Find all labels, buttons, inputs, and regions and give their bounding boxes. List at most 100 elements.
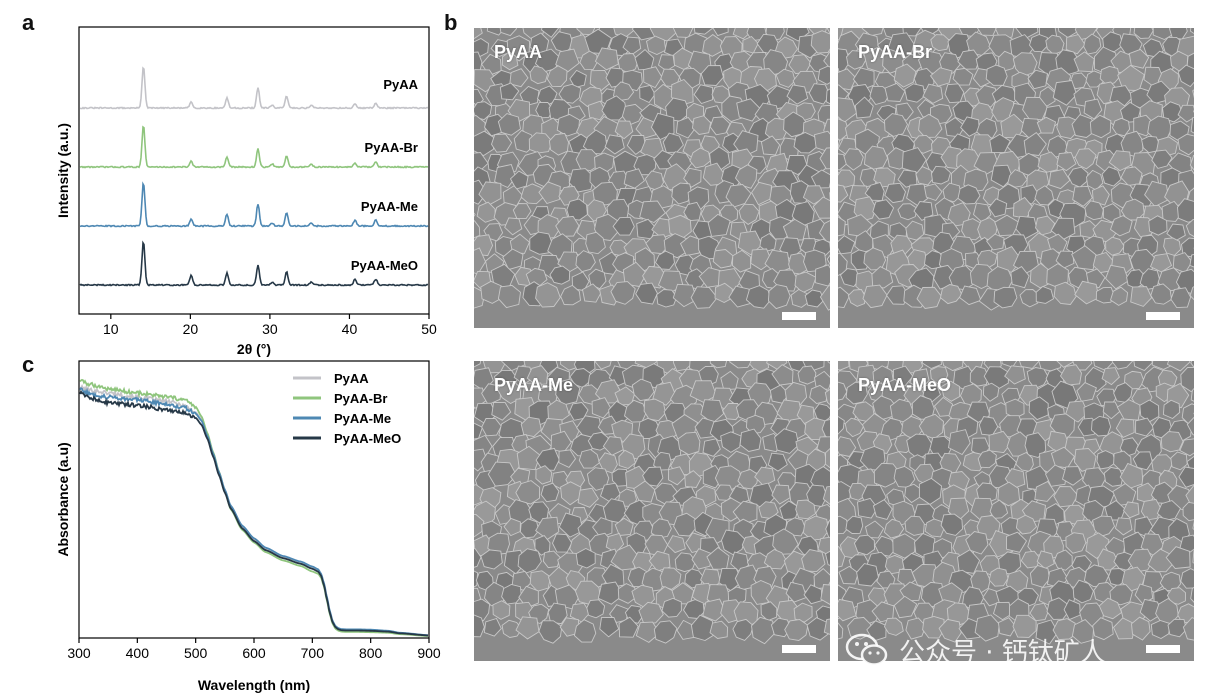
xrd-series-label: PyAA-MeO (351, 258, 418, 273)
grain (1112, 617, 1137, 640)
grain (1132, 451, 1153, 471)
grain (1185, 484, 1194, 508)
grain (838, 381, 848, 401)
grain (751, 616, 775, 645)
grain (1150, 283, 1173, 305)
grain (989, 499, 1009, 519)
grain (474, 514, 485, 538)
grain (838, 546, 846, 568)
grain (838, 68, 857, 91)
grain (1179, 438, 1194, 457)
grain (614, 517, 634, 536)
grain (538, 181, 561, 205)
x-axis-label: Wavelength (nm) (198, 677, 310, 693)
grain (825, 519, 830, 540)
grain (587, 100, 607, 121)
grain (618, 616, 639, 638)
sem-grain-texture (838, 361, 1194, 645)
grain (1074, 148, 1097, 170)
grain (546, 65, 568, 87)
grain (838, 598, 857, 622)
grain (893, 465, 916, 488)
grain (985, 64, 1008, 86)
grain (769, 384, 790, 404)
grain (975, 84, 998, 108)
sem-grain-texture (474, 28, 830, 311)
grain (684, 568, 705, 589)
grain (819, 147, 830, 170)
grain (501, 51, 519, 71)
grain (1102, 203, 1121, 223)
grain (767, 452, 788, 472)
grain (795, 499, 816, 520)
grain (626, 135, 646, 155)
grain (497, 284, 521, 309)
grain (509, 68, 529, 88)
grain (1065, 34, 1086, 55)
grain (1073, 51, 1095, 73)
grain (816, 436, 830, 456)
grain (782, 218, 807, 241)
grain (709, 361, 728, 369)
grain (474, 570, 478, 588)
grain (509, 170, 529, 190)
grain (481, 418, 502, 437)
grain (1065, 532, 1087, 554)
grain (693, 28, 713, 35)
grain (909, 368, 930, 390)
grain (573, 619, 597, 643)
grain (554, 584, 581, 610)
grain (1180, 568, 1194, 589)
grain (1102, 401, 1121, 420)
grain (944, 83, 965, 104)
xrd-series-label: PyAA (383, 77, 418, 92)
grain (942, 361, 964, 372)
grain (639, 200, 666, 224)
grain (672, 283, 698, 308)
grain (534, 535, 551, 556)
grain (922, 383, 941, 403)
grain (542, 550, 561, 569)
grain (1189, 254, 1194, 268)
grain (586, 599, 606, 619)
sem-label: PyAA-Br (858, 42, 933, 62)
grain (938, 618, 962, 643)
grain (1091, 415, 1112, 437)
grain (601, 563, 625, 589)
grain (822, 485, 830, 505)
grain (1144, 180, 1169, 208)
grain (1170, 287, 1192, 309)
grain (1122, 501, 1140, 519)
grain (623, 168, 645, 189)
grain (491, 401, 512, 421)
grain (754, 466, 776, 487)
grain (1056, 361, 1075, 368)
grain (790, 288, 810, 308)
grain (474, 212, 476, 217)
grain (1147, 115, 1173, 141)
grain (906, 183, 930, 207)
grain (560, 284, 581, 306)
grain (1028, 396, 1049, 421)
grain (1128, 48, 1150, 69)
grain (1177, 104, 1194, 123)
sem-image-pyaa: PyAA (474, 28, 830, 328)
grain (474, 247, 487, 275)
grain (1004, 365, 1026, 385)
absorbance-series-pyaa-me (79, 387, 429, 637)
grain (474, 422, 483, 440)
grain (494, 163, 517, 189)
grain (535, 102, 554, 119)
grain (1026, 367, 1049, 390)
grain (774, 428, 800, 454)
grain (1141, 135, 1160, 154)
grain (558, 449, 577, 468)
grain (1177, 198, 1194, 223)
grain (904, 83, 926, 103)
legend-label: PyAA (334, 371, 369, 386)
grain (838, 361, 850, 371)
grain (976, 482, 998, 504)
grain (899, 581, 923, 602)
grain (797, 365, 817, 385)
